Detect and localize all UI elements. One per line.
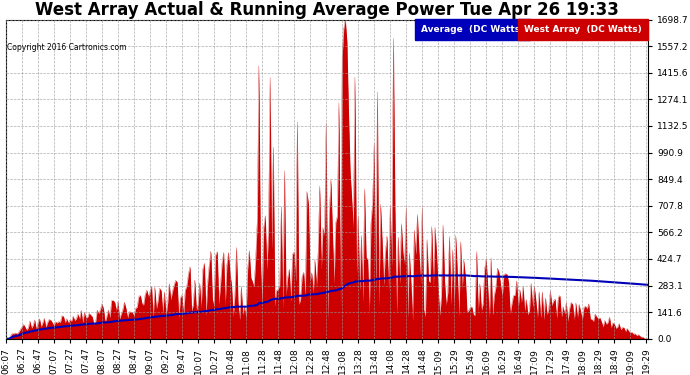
- Title: West Array Actual & Running Average Power Tue Apr 26 19:33: West Array Actual & Running Average Powe…: [35, 2, 619, 20]
- Legend: Average  (DC Watts), West Array  (DC Watts): Average (DC Watts), West Array (DC Watts…: [420, 24, 644, 36]
- Text: Copyright 2016 Cartronics.com: Copyright 2016 Cartronics.com: [7, 43, 126, 52]
